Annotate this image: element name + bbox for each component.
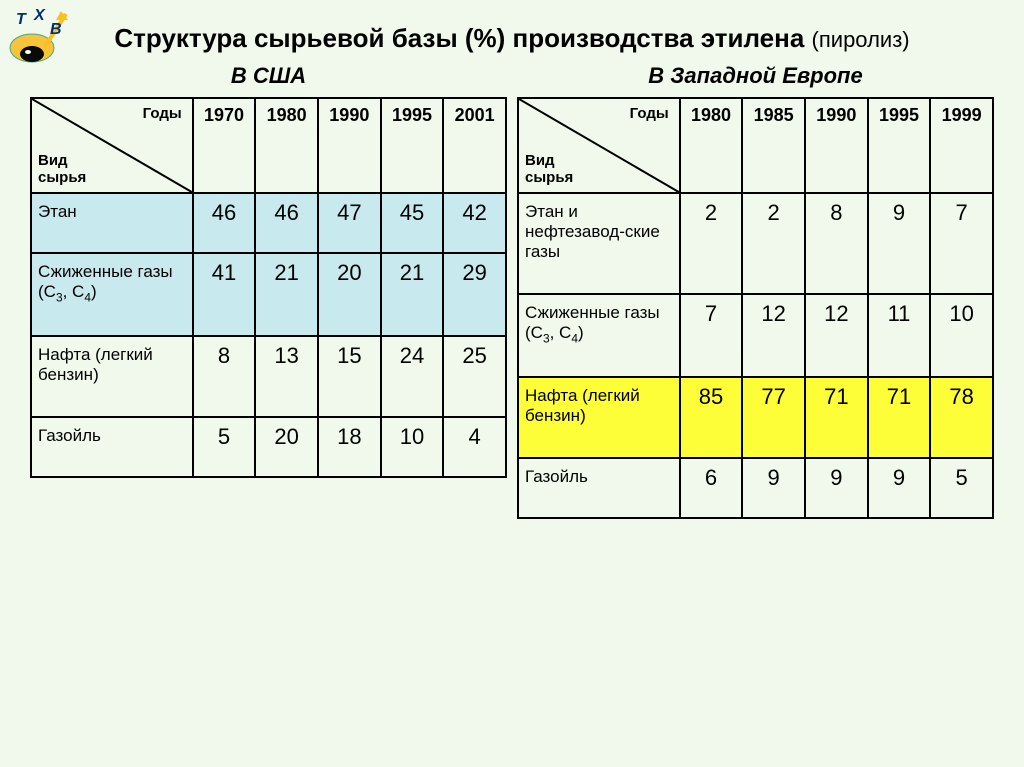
data-cell: 7: [680, 294, 743, 377]
table-eu-wrap: В Западной Европе ГодыВидсырья1980198519…: [517, 63, 994, 519]
data-cell: 6: [680, 458, 743, 518]
title-main: Структура сырьевой базы (%) производства…: [114, 23, 804, 53]
data-cell: 25: [443, 336, 506, 417]
tables-container: В США ГодыВидсырья19701980199019952001Эт…: [0, 63, 1024, 519]
data-cell: 24: [381, 336, 444, 417]
logo: Т Х В: [6, 6, 76, 71]
table-row: Газойль69995: [518, 458, 993, 518]
year-header: 1995: [381, 98, 444, 193]
year-header: 1985: [742, 98, 805, 193]
data-cell: 20: [255, 417, 318, 477]
row-label: Газойль: [31, 417, 193, 477]
data-cell: 42: [443, 193, 506, 253]
data-cell: 12: [805, 294, 868, 377]
data-cell: 21: [381, 253, 444, 336]
data-cell: 21: [255, 253, 318, 336]
data-cell: 4: [443, 417, 506, 477]
year-header: 1995: [868, 98, 931, 193]
data-cell: 71: [868, 377, 931, 458]
table-usa: ГодыВидсырья19701980199019952001Этан4646…: [30, 97, 507, 479]
data-cell: 41: [193, 253, 256, 336]
svg-text:Т: Т: [16, 11, 27, 28]
table-eu-caption: В Западной Европе: [517, 63, 994, 89]
table-corner: ГодыВидсырья: [518, 98, 680, 193]
table-row: Сжиженные газы (C3, C4)712121110: [518, 294, 993, 377]
data-cell: 8: [193, 336, 256, 417]
data-cell: 2: [742, 193, 805, 294]
year-header: 2001: [443, 98, 506, 193]
data-cell: 71: [805, 377, 868, 458]
row-label: Нафта (легкий бензин): [31, 336, 193, 417]
data-cell: 9: [868, 458, 931, 518]
row-label: Этан и нефтезавод-ские газы: [518, 193, 680, 294]
table-usa-caption: В США: [30, 63, 507, 89]
row-label: Сжиженные газы (C3, C4): [518, 294, 680, 377]
data-cell: 12: [742, 294, 805, 377]
year-header: 1980: [255, 98, 318, 193]
year-header: 1999: [930, 98, 993, 193]
table-row: Газойль52018104: [31, 417, 506, 477]
table-row: Этан и нефтезавод-ские газы22897: [518, 193, 993, 294]
svg-text:Х: Х: [33, 7, 46, 24]
row-label: Сжиженные газы (C3, C4): [31, 253, 193, 336]
table-eu: ГодыВидсырья19801985199019951999Этан и н…: [517, 97, 994, 519]
data-cell: 9: [805, 458, 868, 518]
row-label: Этан: [31, 193, 193, 253]
data-cell: 10: [381, 417, 444, 477]
table-usa-wrap: В США ГодыВидсырья19701980199019952001Эт…: [30, 63, 507, 519]
data-cell: 29: [443, 253, 506, 336]
data-cell: 11: [868, 294, 931, 377]
row-label: Газойль: [518, 458, 680, 518]
table-row: Сжиженные газы (C3, C4)4121202129: [31, 253, 506, 336]
data-cell: 13: [255, 336, 318, 417]
data-cell: 8: [805, 193, 868, 294]
data-cell: 47: [318, 193, 381, 253]
data-cell: 7: [930, 193, 993, 294]
data-cell: 2: [680, 193, 743, 294]
row-label: Нафта (легкий бензин): [518, 377, 680, 458]
data-cell: 5: [193, 417, 256, 477]
data-cell: 9: [742, 458, 805, 518]
data-cell: 20: [318, 253, 381, 336]
data-cell: 15: [318, 336, 381, 417]
page-title: Структура сырьевой базы (%) производства…: [90, 22, 934, 55]
table-row: Нафта (легкий бензин)813152425: [31, 336, 506, 417]
data-cell: 78: [930, 377, 993, 458]
data-cell: 45: [381, 193, 444, 253]
data-cell: 46: [255, 193, 318, 253]
data-cell: 85: [680, 377, 743, 458]
title-sub: (пиролиз): [812, 27, 910, 52]
year-header: 1970: [193, 98, 256, 193]
table-corner: ГодыВидсырья: [31, 98, 193, 193]
data-cell: 18: [318, 417, 381, 477]
year-header: 1990: [318, 98, 381, 193]
svg-text:В: В: [50, 21, 62, 38]
table-row: Нафта (легкий бензин)8577717178: [518, 377, 993, 458]
year-header: 1990: [805, 98, 868, 193]
data-cell: 5: [930, 458, 993, 518]
data-cell: 9: [868, 193, 931, 294]
data-cell: 46: [193, 193, 256, 253]
data-cell: 77: [742, 377, 805, 458]
year-header: 1980: [680, 98, 743, 193]
table-row: Этан4646474542: [31, 193, 506, 253]
data-cell: 10: [930, 294, 993, 377]
